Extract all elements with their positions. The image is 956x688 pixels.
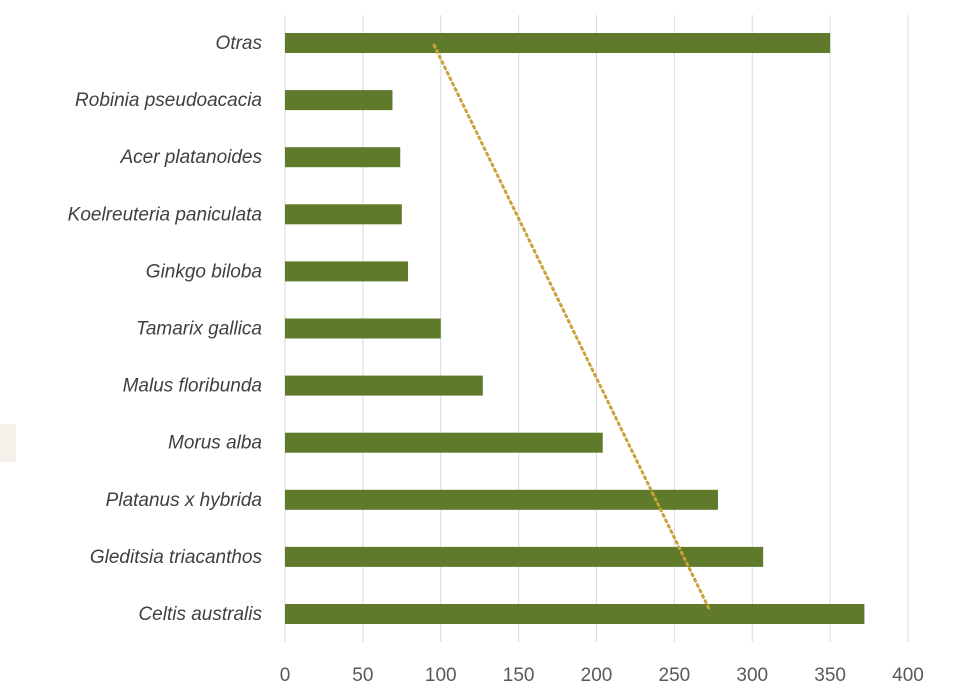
- category-label: Malus floribunda: [123, 376, 262, 397]
- x-tick-label: 400: [892, 665, 924, 686]
- category-label: Celtis australis: [138, 604, 262, 625]
- x-tick-labels: 0 50 100 150 200 250 300 350 400: [280, 665, 924, 686]
- category-label: Ginkgo biloba: [146, 261, 262, 282]
- bar-celtis-australis: [285, 604, 865, 624]
- category-label: Morus alba: [168, 433, 262, 454]
- trendline-dotted: [431, 41, 711, 610]
- x-tick-label: 350: [814, 665, 846, 686]
- category-labels: Celtis australis Gleditsia triacanthos Pla…: [68, 33, 263, 625]
- x-tick-label: 50: [352, 665, 373, 686]
- category-label: Gleditsia triacanthos: [90, 547, 263, 568]
- legend-swatch-fragment: [0, 424, 16, 462]
- category-label: Acer platanoides: [119, 147, 262, 168]
- bar-acer-platanoides: [285, 147, 401, 168]
- bar-tamarix-gallica: [285, 318, 441, 339]
- x-tick-label: 250: [659, 665, 691, 686]
- x-tick-label: 100: [425, 665, 457, 686]
- bar-morus-alba: [285, 432, 603, 453]
- x-tick-label: 0: [280, 665, 291, 686]
- bar-koelreuteria-paniculata: [285, 204, 402, 225]
- bars: [285, 33, 865, 624]
- x-tick-label: 150: [503, 665, 535, 686]
- category-label: Otras: [216, 33, 263, 54]
- bar-malus-floribunda: [285, 375, 483, 396]
- x-tick-label: 300: [736, 665, 768, 686]
- category-label: Koelreuteria paniculata: [68, 204, 262, 225]
- trendline: [431, 41, 711, 610]
- x-tick-label: 200: [581, 665, 613, 686]
- bar-gleditsia-triacanthos: [285, 546, 764, 567]
- bar-platanus-x-hybrida: [285, 489, 718, 510]
- bar-robinia-pseudoacacia: [285, 90, 393, 111]
- bar-otras: [285, 33, 831, 53]
- category-label: Robinia pseudoacacia: [75, 90, 262, 111]
- category-label: Tamarix gallica: [136, 319, 262, 340]
- category-label: Platanus x hybrida: [106, 490, 262, 511]
- bar-ginkgo-biloba: [285, 261, 409, 282]
